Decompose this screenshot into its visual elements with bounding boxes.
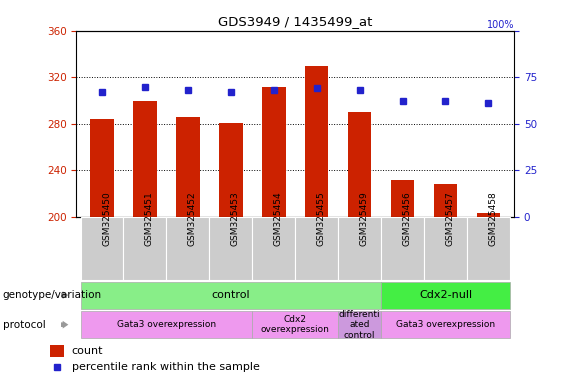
Bar — [210, 217, 253, 280]
Text: Cdx2
overexpression: Cdx2 overexpression — [261, 315, 329, 334]
Bar — [381, 281, 510, 309]
Text: control: control — [211, 290, 250, 300]
Text: percentile rank within the sample: percentile rank within the sample — [72, 362, 259, 372]
Text: GSM325458: GSM325458 — [488, 192, 497, 246]
Bar — [434, 184, 457, 217]
Text: GSM325459: GSM325459 — [359, 192, 368, 246]
Bar — [391, 180, 414, 217]
Text: Gata3 overexpression: Gata3 overexpression — [117, 320, 216, 329]
Bar — [90, 119, 114, 217]
Bar — [262, 87, 285, 217]
Text: Cdx2-null: Cdx2-null — [419, 290, 472, 300]
Bar — [348, 112, 371, 217]
Bar — [81, 281, 381, 309]
Bar — [81, 311, 253, 338]
Bar — [176, 117, 199, 217]
Text: count: count — [72, 346, 103, 356]
Bar — [124, 217, 167, 280]
Text: 100%: 100% — [486, 20, 514, 30]
Text: protocol: protocol — [3, 319, 46, 330]
Text: GSM325454: GSM325454 — [274, 192, 282, 246]
Text: GSM325452: GSM325452 — [188, 192, 197, 246]
Text: GSM325451: GSM325451 — [145, 192, 154, 246]
Bar — [133, 101, 157, 217]
Bar — [253, 217, 295, 280]
Bar — [381, 217, 424, 280]
Bar — [305, 66, 328, 217]
Title: GDS3949 / 1435499_at: GDS3949 / 1435499_at — [218, 15, 372, 28]
Bar — [50, 346, 64, 357]
Bar — [81, 217, 124, 280]
Bar — [253, 311, 338, 338]
Bar — [167, 217, 210, 280]
Bar — [424, 217, 467, 280]
Text: GSM325457: GSM325457 — [445, 192, 454, 246]
Text: GSM325453: GSM325453 — [231, 192, 240, 246]
Bar — [219, 122, 242, 217]
Bar — [295, 217, 338, 280]
Text: Gata3 overexpression: Gata3 overexpression — [396, 320, 495, 329]
Text: genotype/variation: genotype/variation — [3, 290, 102, 300]
Bar — [338, 217, 381, 280]
Text: GSM325456: GSM325456 — [402, 192, 411, 246]
Bar — [467, 217, 510, 280]
Bar — [338, 311, 381, 338]
Bar — [381, 311, 510, 338]
Bar — [477, 214, 500, 217]
Text: GSM325450: GSM325450 — [102, 192, 111, 246]
Text: GSM325455: GSM325455 — [316, 192, 325, 246]
Text: differenti
ated
control: differenti ated control — [339, 310, 380, 339]
